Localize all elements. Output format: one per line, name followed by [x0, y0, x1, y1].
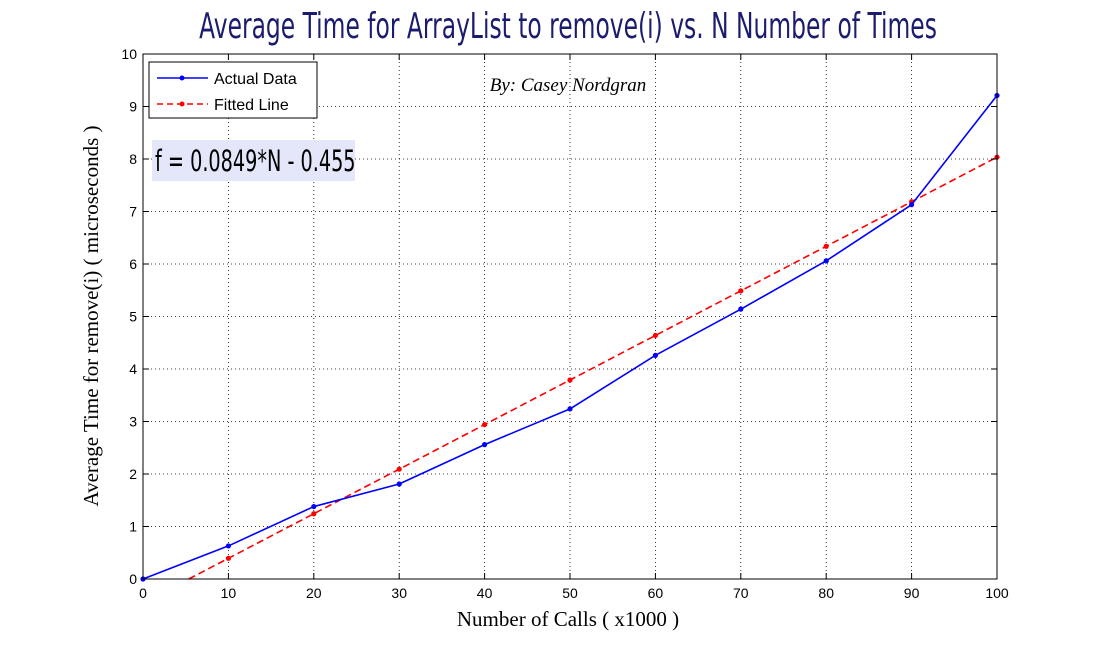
y-tick-label: 5	[129, 309, 137, 325]
legend-label-fitted-line: Fitted Line	[214, 97, 289, 114]
data-point-actual-data	[311, 503, 317, 510]
legend-marker-actual-data	[179, 75, 185, 81]
legend-label-actual-data: Actual Data	[214, 71, 297, 88]
x-tick-label: 90	[904, 585, 920, 601]
y-tick-label: 7	[129, 204, 137, 220]
series-layer	[140, 92, 1000, 582]
y-tick-label: 8	[129, 151, 137, 167]
legend-entry-fitted-line[interactable]: Fitted Line	[157, 97, 289, 114]
data-point-actual-data	[652, 352, 659, 358]
x-tick-label: 50	[562, 585, 578, 601]
data-point-fitted-line	[482, 421, 488, 428]
data-point-actual-data	[567, 406, 573, 412]
data-point-actual-data	[482, 442, 488, 448]
data-point-fitted-line	[225, 555, 231, 561]
data-point-fitted-line	[396, 466, 402, 472]
x-tick-label: 80	[818, 585, 834, 601]
y-tick-label: 0	[129, 571, 137, 587]
legend-box	[148, 61, 318, 119]
y-tick-label: 6	[129, 256, 137, 272]
data-point-actual-data	[225, 543, 231, 549]
x-tick-label: 30	[391, 585, 407, 601]
data-point-actual-data	[738, 306, 744, 312]
ticks: 0 10 20 30 40 50 60 70 80 90 100 0 1 2 3 4 5 6 7 8 9 10	[121, 46, 1008, 601]
data-point-actual-data	[909, 202, 915, 208]
data-point-fitted-line	[823, 243, 829, 249]
chart-subtitle: By: Casey Nordgran	[490, 75, 647, 96]
data-point-actual-data	[823, 258, 829, 264]
data-point-fitted-line	[311, 511, 317, 517]
x-tick-label: 20	[306, 585, 322, 601]
y-tick-label: 10	[121, 46, 137, 62]
legend-marker-fitted-line	[179, 101, 185, 107]
data-point-fitted-line	[738, 288, 744, 294]
x-tick-label: 70	[733, 585, 749, 601]
chart-title: Average Time for ArrayList to remove(i) …	[199, 6, 937, 47]
x-tick-label: 40	[477, 585, 493, 601]
data-point-actual-data	[396, 481, 402, 487]
x-tick-label: 100	[985, 585, 1009, 601]
x-tick-label: 10	[221, 585, 237, 601]
data-point-fitted-line	[652, 332, 659, 339]
data-point-fitted-line	[567, 377, 573, 383]
legend[interactable]: Actual Data Fitted Line	[148, 61, 318, 119]
x-axis-label: Number of Calls ( x1000 )	[457, 607, 679, 631]
y-tick-label: 1	[129, 519, 137, 535]
y-tick-label: 9	[129, 99, 137, 115]
annotation-box	[152, 140, 355, 181]
y-axis-label: Average Time for remove(i) ( microsecond…	[79, 125, 103, 506]
y-tick-label: 3	[129, 414, 137, 430]
legend-entry-actual-data[interactable]: Actual Data	[157, 71, 297, 88]
y-tick-label: 4	[129, 361, 137, 377]
x-tick-label: 60	[648, 585, 664, 601]
fit-equation-annotation: f = 0.0849*N - 0.455	[155, 144, 356, 178]
y-tick-label: 2	[129, 466, 137, 482]
x-tick-label: 0	[139, 585, 147, 601]
